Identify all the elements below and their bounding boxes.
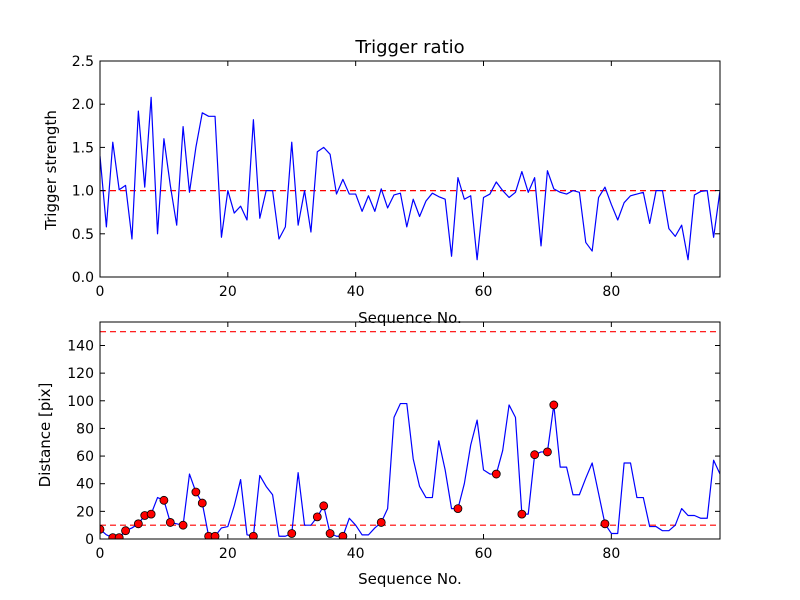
data-point: [178, 520, 188, 530]
plot-frame: [99, 321, 721, 540]
data-point: [146, 509, 156, 519]
data-point: [159, 495, 169, 505]
trigger-ratio-chart: Trigger ratio Sequence No. Trigger stren…: [42, 37, 721, 327]
data-point: [249, 531, 258, 539]
y-tick-label: 100: [67, 394, 94, 410]
data-point: [543, 447, 552, 457]
data-point: [600, 519, 610, 529]
data-point: [121, 526, 130, 536]
y-axis-label: Distance [pix]: [36, 383, 54, 488]
data-point: [312, 512, 322, 522]
data-point: [165, 518, 175, 527]
data-point: [517, 509, 527, 519]
chart-title: Trigger ratio: [354, 37, 464, 58]
data-point: [453, 504, 463, 513]
data-point: [530, 450, 540, 460]
x-tick-label: 0: [96, 546, 105, 562]
data-point: [549, 400, 559, 410]
data-point: [133, 519, 143, 529]
y-tick-label: 2.5: [72, 54, 94, 70]
data-point: [287, 529, 297, 538]
x-tick-label: 60: [475, 284, 493, 300]
series-line: [100, 402, 720, 539]
x-tick-label: 40: [347, 284, 365, 300]
data-point: [100, 524, 105, 534]
data-point: [491, 469, 501, 479]
x-tick-label: 40: [347, 546, 365, 562]
x-tick-label: 0: [96, 284, 105, 300]
y-tick-label: 120: [67, 366, 94, 382]
data-point: [191, 487, 201, 497]
data-point: [114, 533, 124, 539]
x-axis-label: Sequence No.: [358, 309, 462, 327]
y-tick-label: 2.0: [72, 97, 94, 113]
data-point: [338, 531, 348, 539]
data-point: [319, 501, 329, 511]
y-tick-label: 140: [67, 338, 94, 354]
series-line: [100, 96, 720, 261]
plot-frame: [99, 60, 721, 278]
y-tick-label: 1.0: [72, 184, 94, 200]
data-point: [210, 531, 220, 539]
data-point: [325, 529, 335, 538]
x-axis-label: Sequence No.: [358, 570, 462, 588]
x-tick-label: 80: [602, 284, 620, 300]
x-tick-label: 80: [602, 546, 620, 562]
x-tick-label: 60: [475, 546, 493, 562]
data-point: [197, 498, 207, 508]
y-tick-label: 60: [76, 449, 94, 465]
y-tick-label: 80: [76, 421, 94, 437]
data-point: [376, 518, 386, 527]
y-tick-label: 0.5: [72, 227, 94, 243]
x-tick-label: 20: [219, 546, 237, 562]
y-tick-label: 40: [76, 477, 94, 493]
y-tick-label: 1.5: [72, 140, 94, 156]
y-tick-label: 20: [76, 504, 94, 520]
plot-area: [100, 331, 720, 539]
plot-area: [100, 96, 720, 261]
y-axis-label: Trigger strength: [42, 110, 60, 231]
y-tick-label: 0.0: [72, 270, 94, 286]
distance-chart: Sequence No. Distance [pix] 0 20 40 60 80 0 20…: [36, 321, 721, 588]
x-tick-label: 20: [219, 284, 237, 300]
y-tick-label: 0: [85, 532, 94, 548]
